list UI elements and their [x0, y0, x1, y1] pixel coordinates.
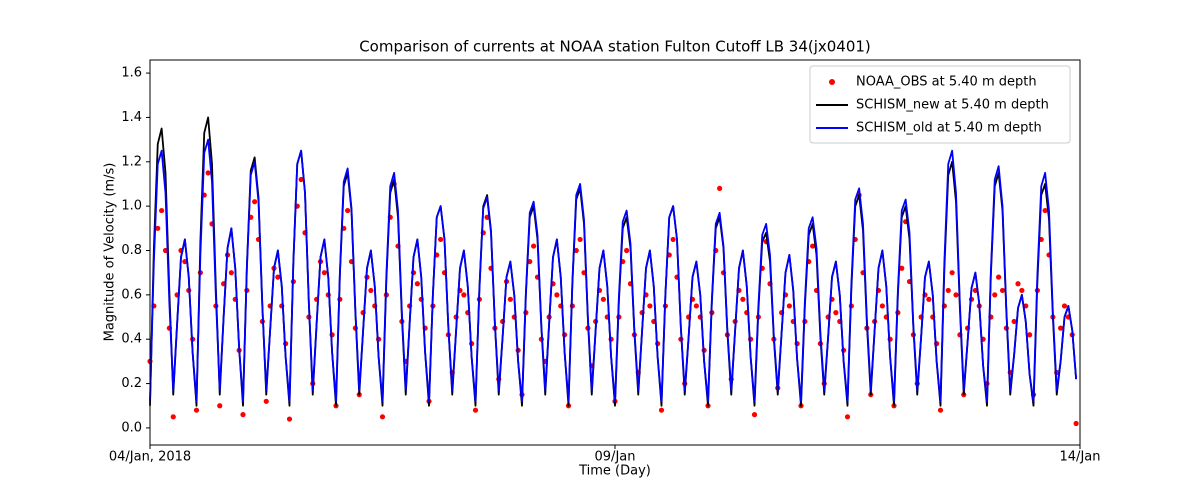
data-point	[461, 292, 467, 298]
legend-marker	[829, 79, 835, 85]
y-tick-label: 1.4	[121, 110, 142, 125]
data-point	[647, 303, 653, 309]
y-tick-label: 1.0	[121, 199, 142, 214]
series-line	[149, 138, 1078, 403]
y-tick-label: 0.8	[121, 243, 142, 258]
data-point	[751, 412, 758, 418]
data-point	[321, 270, 327, 276]
data-point	[1011, 318, 1017, 325]
data-point	[810, 243, 816, 249]
data-point	[379, 414, 386, 420]
chart-title: Comparison of currents at NOAA station F…	[359, 38, 871, 56]
data-point	[844, 414, 851, 420]
legend-label: SCHISM_old at 5.40 m depth	[856, 121, 1042, 136]
data-point	[926, 296, 932, 302]
y-tick-label: 0.0	[121, 420, 142, 435]
data-point	[507, 296, 513, 302]
data-point	[1061, 303, 1068, 309]
x-axis-label: Time (Day)	[578, 464, 651, 479]
data-point	[298, 176, 304, 183]
data-point	[252, 199, 258, 205]
data-point	[879, 303, 885, 309]
data-point	[999, 287, 1006, 294]
data-point	[937, 407, 944, 413]
data-point	[740, 296, 746, 302]
legend-label: SCHISM_new at 5.40 m depth	[856, 98, 1049, 113]
data-point	[531, 243, 537, 249]
data-point	[240, 412, 246, 418]
data-point	[996, 274, 1002, 280]
data-point	[658, 407, 665, 413]
data-point	[833, 310, 839, 316]
data-point	[693, 303, 699, 309]
data-point	[414, 281, 420, 287]
data-point	[577, 236, 583, 243]
data-point	[228, 270, 234, 276]
data-point	[155, 225, 161, 231]
x-tick-label: 09/Jan	[595, 450, 636, 465]
data-point	[949, 270, 955, 276]
legend-label: NOAA_OBS at 5.40 m depth	[856, 75, 1037, 90]
legend: NOAA_OBS at 5.40 m depth SCHISM_new at 5.…	[809, 65, 1071, 144]
data-point	[992, 292, 998, 298]
data-point	[205, 170, 211, 176]
y-tick-label: 0.2	[121, 376, 142, 391]
data-point	[472, 407, 479, 413]
x-tick-label: 14/Jan	[1060, 450, 1101, 465]
data-point	[1058, 325, 1064, 331]
data-point	[1019, 287, 1025, 294]
data-point	[345, 207, 351, 214]
data-point	[945, 287, 951, 294]
y-tick-label: 1.2	[121, 154, 142, 169]
y-tick-label: 1.6	[121, 66, 142, 81]
data-point	[899, 265, 905, 271]
data-point	[217, 403, 223, 409]
data-point	[624, 247, 630, 254]
data-point	[1073, 420, 1079, 427]
data-point	[1027, 332, 1033, 338]
data-point	[717, 185, 723, 192]
data-point	[193, 407, 200, 413]
legend-box	[809, 65, 1071, 144]
data-point	[670, 236, 676, 243]
data-point	[286, 416, 293, 422]
data-point	[170, 414, 176, 420]
x-tick-label: 04/Jan, 2018	[109, 450, 191, 465]
y-axis-label: Magnitude of Velocity (m/s)	[103, 163, 118, 342]
data-point	[953, 292, 959, 298]
y-tick-label: 0.4	[121, 332, 142, 347]
data-point	[573, 247, 579, 254]
data-point	[1042, 207, 1048, 214]
data-point	[275, 274, 281, 280]
data-point	[554, 292, 560, 298]
data-point	[159, 207, 165, 214]
data-point	[438, 236, 444, 243]
data-point	[600, 296, 606, 302]
y-tick-label: 0.6	[121, 287, 142, 302]
plot-frame	[149, 59, 1081, 446]
data-point	[263, 398, 269, 404]
data-point	[1015, 281, 1021, 287]
data-point	[786, 303, 792, 309]
data-point	[368, 287, 374, 294]
